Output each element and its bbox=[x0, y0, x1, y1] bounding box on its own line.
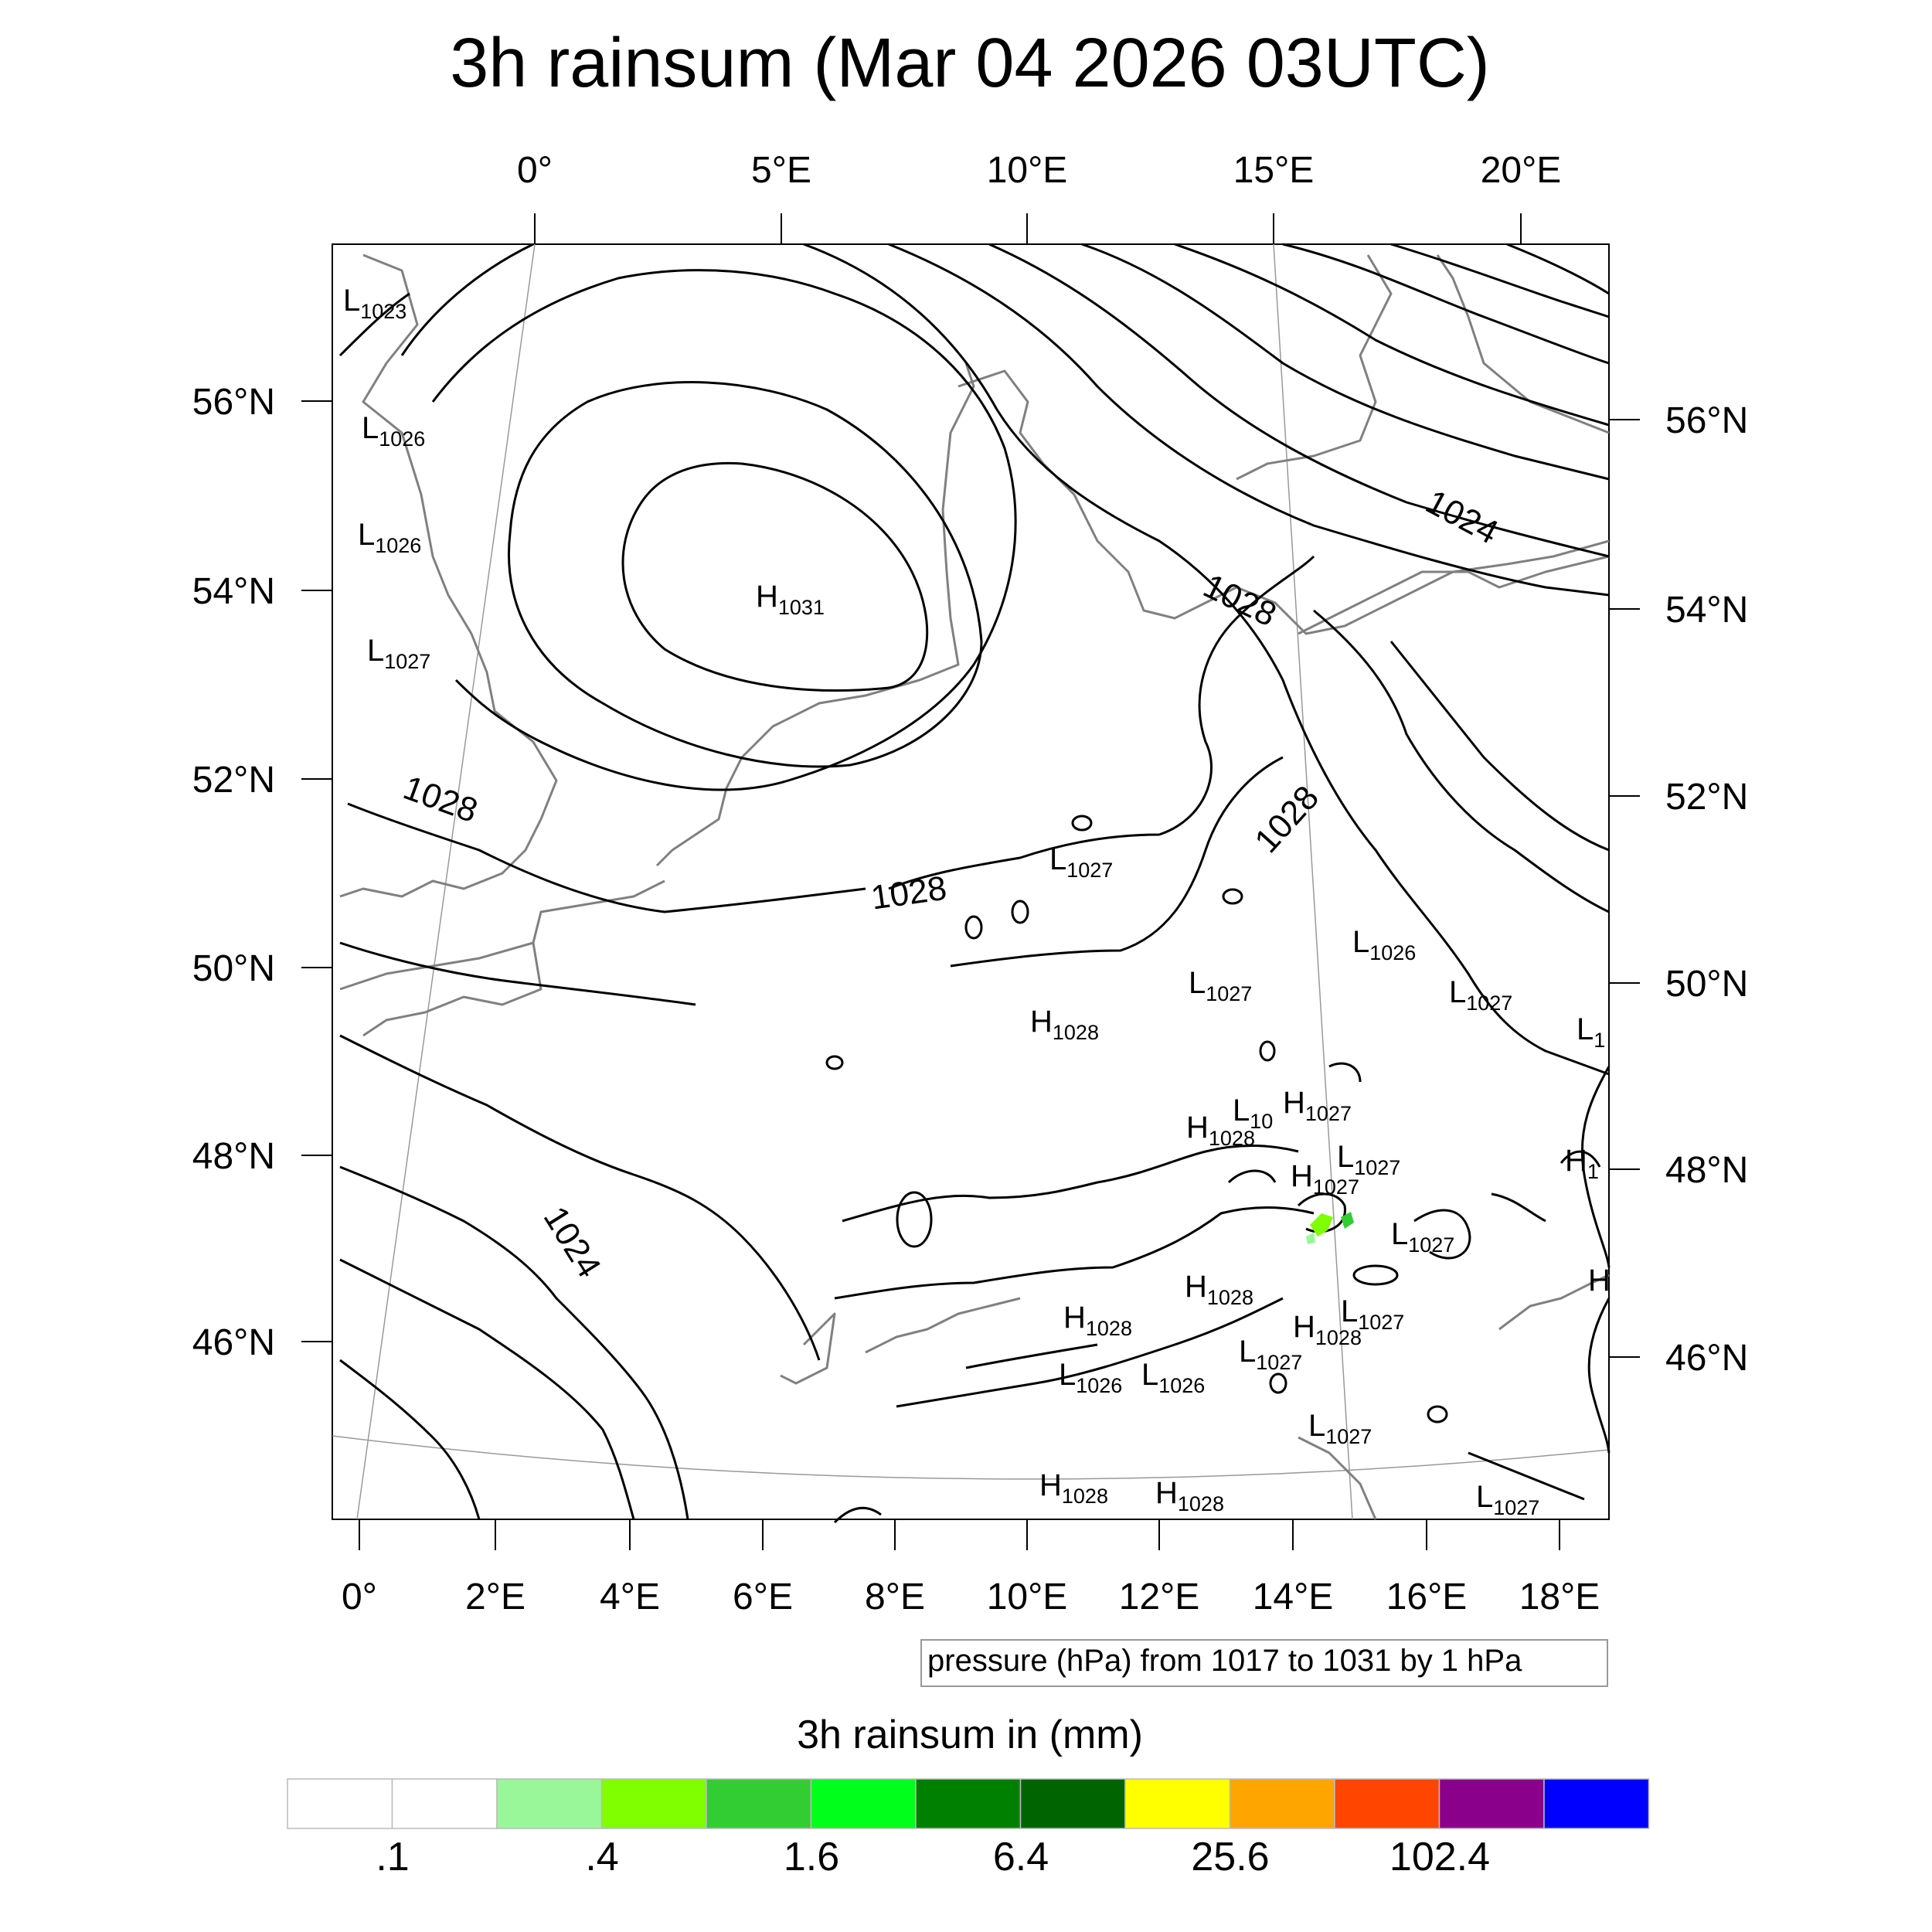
contour-info-box: pressure (hPa) from 1017 to 1031 by 1 hP… bbox=[920, 1639, 1608, 1687]
pressure-center: L1026 bbox=[1059, 1358, 1122, 1397]
colorbar-box bbox=[1543, 1778, 1650, 1829]
pressure-center: L1027 bbox=[1189, 966, 1252, 1005]
colorbar-box bbox=[496, 1778, 603, 1829]
colorbar-box bbox=[391, 1778, 498, 1829]
left-lat-label: 48°N bbox=[192, 1136, 275, 1177]
pressure-center: L1027 bbox=[1049, 842, 1113, 882]
isobar-high-outer bbox=[508, 381, 983, 768]
top-lon-labels: 0° 5°E 10°E 15°E 20°E bbox=[517, 150, 1561, 191]
colorbar-tick-label: .1 bbox=[376, 1835, 409, 1879]
colorbar-box bbox=[1438, 1778, 1545, 1829]
bottom-lon-label: 12°E bbox=[1119, 1577, 1200, 1617]
top-lon-label: 5°E bbox=[751, 150, 811, 191]
pressure-center: H1028 bbox=[1030, 1005, 1099, 1044]
pressure-center: H1028 bbox=[1039, 1468, 1108, 1508]
left-lat-label: 56°N bbox=[192, 382, 275, 423]
bottom-lon-label: 18°E bbox=[1519, 1577, 1600, 1617]
graticule bbox=[332, 243, 1610, 1520]
right-lat-label: 56°N bbox=[1665, 400, 1748, 441]
colorbar-title: 3h rainsum in (mm) bbox=[797, 1713, 1143, 1757]
colorbar-box bbox=[1124, 1778, 1231, 1829]
colorbar-tick-label: 1.6 bbox=[784, 1835, 839, 1879]
contour-info-text: pressure (hPa) from 1017 to 1031 by 1 hP… bbox=[927, 1644, 1522, 1678]
axis-ticks bbox=[301, 213, 1640, 1550]
pressure-center: H1028 bbox=[1293, 1310, 1362, 1349]
isobars bbox=[338, 243, 1611, 1524]
pressure-center: H1028 bbox=[1063, 1301, 1132, 1340]
right-lat-label: 50°N bbox=[1665, 964, 1748, 1005]
isobar-high-inner bbox=[621, 461, 929, 692]
colorbar-box bbox=[287, 1778, 393, 1829]
map-title: 3h rainsum (Mar 04 2026 03UTC) bbox=[450, 25, 1490, 102]
map-frame bbox=[332, 243, 1610, 1520]
pressure-center: L1026 bbox=[1141, 1358, 1205, 1397]
pressure-center: H1028 bbox=[1185, 1270, 1253, 1309]
colorbar-box bbox=[1229, 1778, 1335, 1829]
top-lon-label: 0° bbox=[517, 150, 553, 191]
bottom-lon-labels: 0° 2°E 4°E 6°E 8°E 10°E 12°E 14°E 16°E 1… bbox=[342, 1577, 1600, 1617]
pressure-center: L1027 bbox=[1449, 975, 1512, 1015]
pressure-center: L1027 bbox=[1239, 1335, 1302, 1374]
pressure-center: L1027 bbox=[367, 634, 430, 673]
colorbar-tick-label: 6.4 bbox=[993, 1835, 1049, 1879]
colorbar-tick-labels: .1 .4 1.6 6.4 25.6 102.4 bbox=[376, 1835, 1490, 1879]
pressure-center: H1028 bbox=[1186, 1111, 1255, 1150]
pressure-center: L1027 bbox=[1337, 1140, 1400, 1179]
colorbar-tick-label: 102.4 bbox=[1389, 1835, 1490, 1879]
right-lat-label: 46°N bbox=[1665, 1338, 1748, 1379]
colorbar-box bbox=[706, 1778, 812, 1829]
right-lat-label: 54°N bbox=[1665, 590, 1748, 631]
bottom-lon-label: 14°E bbox=[1253, 1577, 1334, 1617]
colorbar-box bbox=[810, 1778, 917, 1829]
bottom-lon-label: 10°E bbox=[987, 1577, 1068, 1617]
pressure-center: L1026 bbox=[1352, 925, 1416, 964]
left-lat-label: 52°N bbox=[192, 760, 275, 801]
pressure-center: H1 bbox=[1565, 1144, 1599, 1183]
right-lat-label: 48°N bbox=[1665, 1150, 1748, 1191]
pressure-center: L1027 bbox=[1308, 1409, 1372, 1448]
top-lon-label: 10°E bbox=[987, 150, 1068, 191]
pressure-center: L1027 bbox=[1341, 1294, 1404, 1334]
bottom-lon-label: 8°E bbox=[865, 1577, 925, 1617]
top-lon-label: 20°E bbox=[1481, 150, 1562, 191]
colorbar: 3h rainsum in (mm) .1 .4 1.6 6.4 25.6 10… bbox=[287, 1713, 1650, 1879]
left-lat-label: 46°N bbox=[192, 1322, 275, 1363]
pressure-center: H1027 bbox=[1291, 1159, 1359, 1199]
rain-patch bbox=[1306, 1212, 1354, 1244]
colorbar-tick-label: 25.6 bbox=[1191, 1835, 1269, 1879]
bottom-lon-label: 0° bbox=[342, 1577, 377, 1617]
colorbar-box bbox=[915, 1778, 1022, 1829]
top-lon-label: 15°E bbox=[1233, 150, 1315, 191]
colorbar-boxes bbox=[287, 1778, 1650, 1829]
colorbar-tick-label: .4 bbox=[585, 1835, 618, 1879]
bottom-lon-label: 2°E bbox=[465, 1577, 526, 1617]
right-lat-labels: 56°N 54°N 52°N 50°N 48°N 46°N bbox=[1665, 400, 1748, 1379]
pressure-center: H1027 bbox=[1283, 1086, 1352, 1125]
coastlines bbox=[339, 253, 1610, 1520]
pressure-centers: L1023 L1026 L1026 L1027 H1031 L1027 L102… bbox=[343, 284, 1611, 1519]
pressure-center: L1027 bbox=[1476, 1480, 1539, 1519]
pressure-center: L1 bbox=[1577, 1012, 1605, 1052]
left-lat-label: 50°N bbox=[192, 948, 275, 989]
right-lat-label: 52°N bbox=[1665, 777, 1748, 818]
pressure-center: H1031 bbox=[756, 580, 825, 619]
bottom-lon-label: 4°E bbox=[600, 1577, 660, 1617]
pressure-center: L1023 bbox=[343, 284, 406, 323]
left-lat-labels: 56°N 54°N 52°N 50°N 48°N 46°N bbox=[192, 382, 275, 1363]
pressure-center: H bbox=[1588, 1264, 1611, 1298]
bottom-lon-label: 6°E bbox=[733, 1577, 793, 1617]
bottom-lon-label: 16°E bbox=[1386, 1577, 1468, 1617]
pressure-center: L1027 bbox=[1391, 1217, 1454, 1257]
left-lat-label: 54°N bbox=[192, 571, 275, 612]
pressure-center: H1028 bbox=[1155, 1476, 1224, 1515]
pressure-center: L1026 bbox=[362, 411, 425, 451]
pressure-center: L1026 bbox=[358, 518, 421, 557]
colorbar-box bbox=[1019, 1778, 1126, 1829]
colorbar-box bbox=[1334, 1778, 1440, 1829]
colorbar-box bbox=[600, 1778, 707, 1829]
pressure-center: L10 bbox=[1233, 1094, 1273, 1133]
